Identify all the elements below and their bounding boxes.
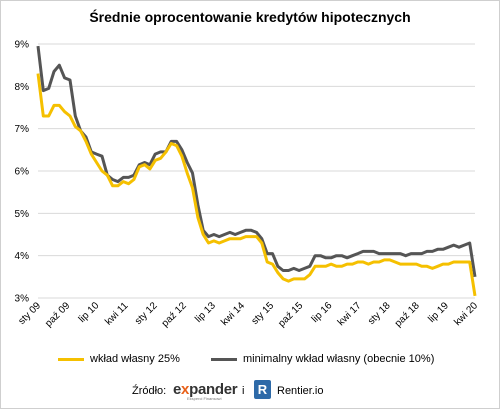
x-tick-label: paź 15: [276, 300, 305, 329]
source-conjunction: i: [242, 385, 245, 397]
x-tick-label: lip 19: [426, 300, 451, 325]
x-tick-label: kwi 11: [103, 300, 131, 328]
y-tick-label: 7%: [15, 124, 30, 135]
x-tick-label: kwi 14: [219, 300, 247, 328]
legend-swatch-2: [211, 357, 237, 361]
y-tick-label: 3%: [15, 294, 30, 305]
legend-item-1: wkład własny 25%: [58, 353, 180, 365]
rentier-name: Rentier.io: [277, 385, 324, 397]
x-tick-label: lip 16: [310, 300, 335, 325]
rentier-logo-icon: R: [254, 380, 271, 399]
y-tick-label: 5%: [15, 209, 30, 220]
source-label: Źródło:: [132, 385, 167, 397]
series-line-1: [36, 73, 477, 297]
y-axis: 9% 8% 7% 6% 5% 4% 3%: [15, 40, 30, 305]
series-line-2: [36, 45, 477, 278]
legend-label-2: minimalny wkład własny (obecnie 10%): [243, 353, 435, 365]
expander-tagline: Eksperci Finansowi: [187, 396, 222, 401]
x-tick-label: sty 18: [366, 300, 393, 327]
x-tick-label: paź 12: [160, 300, 189, 329]
grid: [38, 43, 475, 299]
expander-logo: expander: [173, 381, 238, 398]
x-tick-label: paź 09: [43, 300, 72, 329]
y-tick-label: 4%: [15, 251, 30, 262]
series-group: [36, 45, 477, 297]
x-axis: sty 09 paź 09 lip 10 kwi 11 sty 12 paź 12 lip …: [16, 300, 480, 329]
x-tick-label: paź 18: [393, 300, 422, 329]
legend-item-2: minimalny wkład własny (obecnie 10%): [211, 353, 434, 365]
x-tick-label: sty 15: [250, 300, 277, 327]
chart-title: Średnie oprocentowanie kredytów hipotecz…: [89, 9, 411, 25]
y-tick-label: 6%: [15, 167, 30, 178]
y-tick-label: 9%: [15, 40, 30, 51]
x-tick-label: lip 10: [77, 300, 102, 325]
x-tick-label: lip 13: [193, 300, 218, 325]
legend-swatch-1: [58, 357, 84, 361]
x-tick-label: kwi 20: [452, 300, 480, 328]
x-tick-label: kwi 17: [336, 300, 364, 328]
x-tick-label: sty 12: [133, 300, 160, 327]
legend-label-1: wkład własny 25%: [90, 353, 180, 365]
y-tick-label: 8%: [15, 82, 30, 93]
line-chart: 9% 8% 7% 6% 5% 4% 3% sty 09 paź 09 lip 10 kwi 11 s…: [15, 40, 481, 330]
